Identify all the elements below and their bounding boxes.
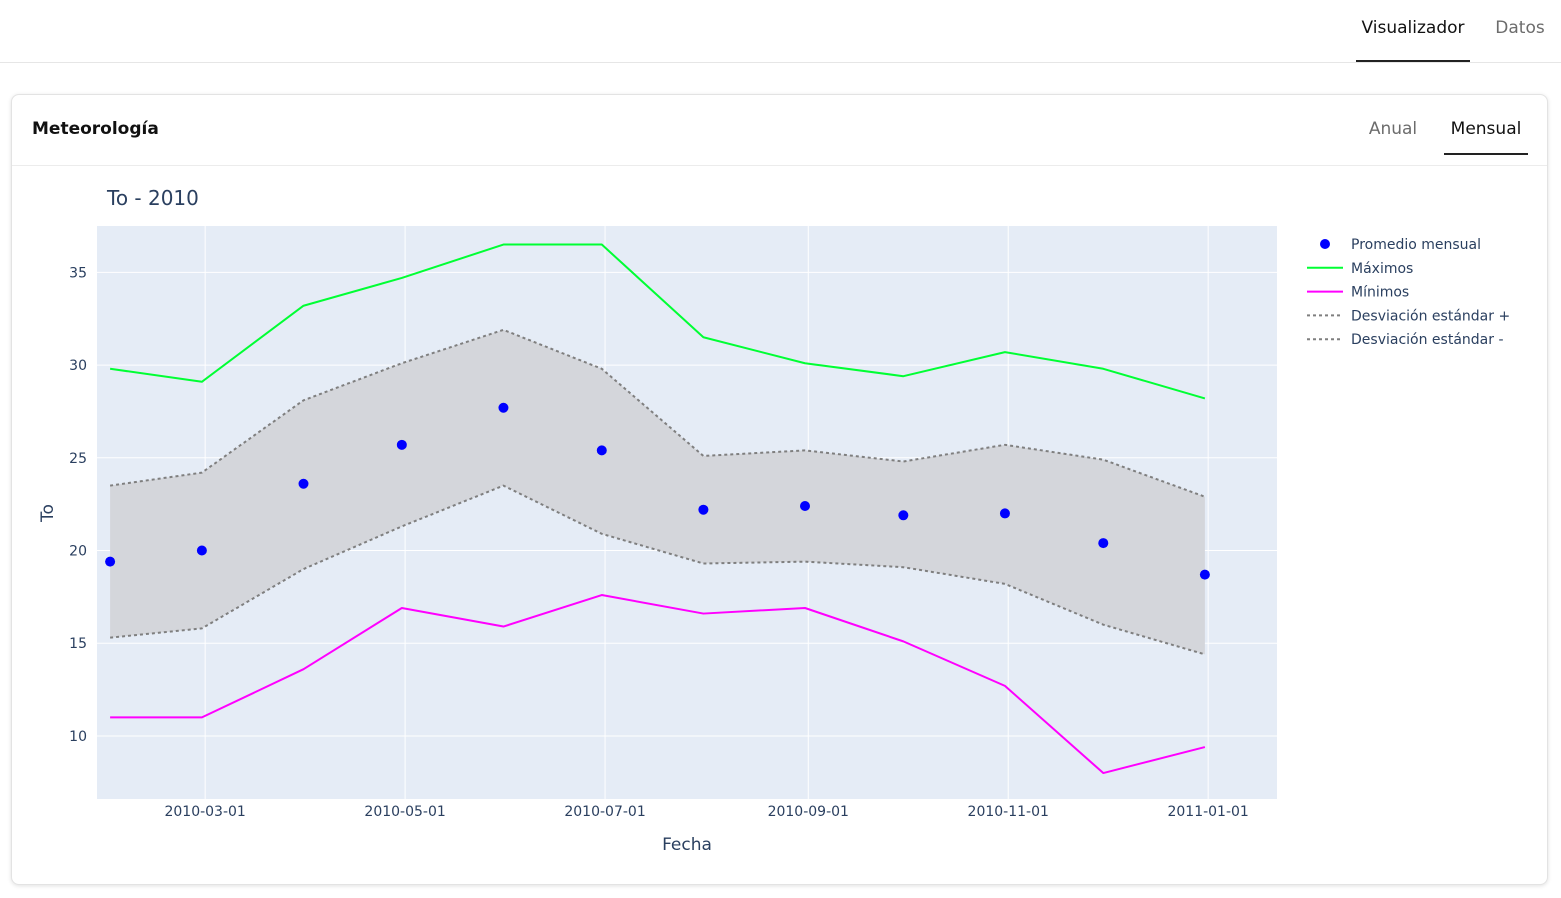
top-navigation: Visualizador Datos [0,0,1561,63]
tab-anual[interactable]: Anual [1368,119,1418,139]
meteorologia-card: Meteorología Anual Mensual [11,94,1548,885]
card-title: Meteorología [32,119,159,139]
nav-tab-visualizador[interactable]: Visualizador [1356,0,1470,62]
card-header: Meteorología Anual Mensual [12,95,1547,166]
nav-tab-datos[interactable]: Datos [1495,18,1545,38]
tab-mensual[interactable]: Mensual [1444,107,1528,155]
